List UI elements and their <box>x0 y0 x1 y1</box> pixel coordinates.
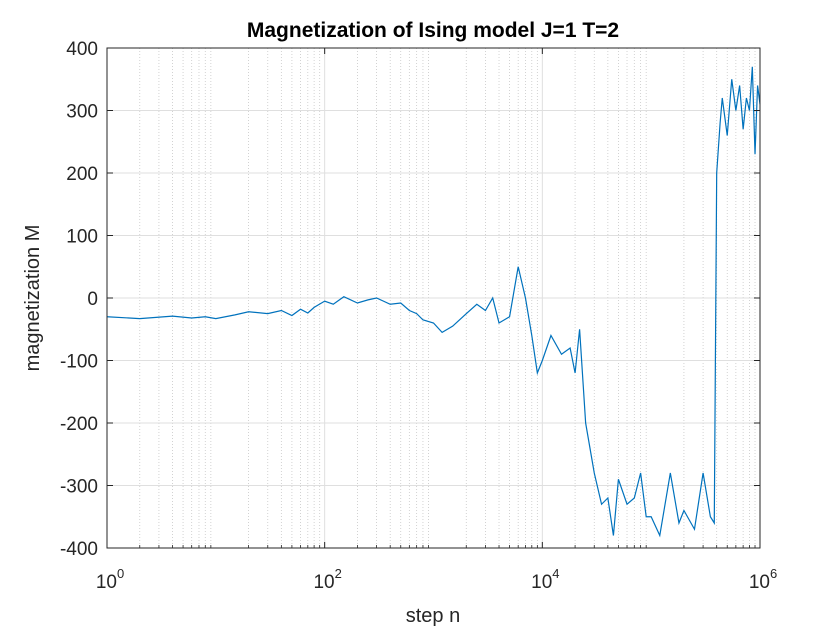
x-tick-label: 102 <box>313 566 341 593</box>
y-axis-label: magnetization M <box>22 225 44 372</box>
y-tick-label: 400 <box>66 39 98 60</box>
y-tick-label: -400 <box>60 539 98 560</box>
x-axis-label: step n <box>406 605 460 627</box>
x-tick-label: 104 <box>531 566 559 593</box>
y-tick-labels: -400 -300 -200 -100 0 100 200 300 400 <box>60 39 98 560</box>
y-tick-label: -300 <box>60 477 98 498</box>
x-tick-label: 106 <box>749 566 777 593</box>
y-tick-label: 200 <box>66 164 98 185</box>
x-tick-label: 100 <box>96 566 124 593</box>
y-tick-label: 0 <box>87 289 98 310</box>
y-tick-label: 300 <box>66 102 98 123</box>
y-tick-label: -200 <box>60 414 98 435</box>
y-tick-label: 100 <box>66 227 98 248</box>
chart-title: Magnetization of Ising model J=1 T=2 <box>247 19 619 42</box>
axis-ticks <box>106 47 761 549</box>
x-tick-labels: 100 102 104 106 <box>96 566 777 593</box>
y-tick-label: -100 <box>60 352 98 373</box>
magnetization-series-line <box>106 66 761 538</box>
